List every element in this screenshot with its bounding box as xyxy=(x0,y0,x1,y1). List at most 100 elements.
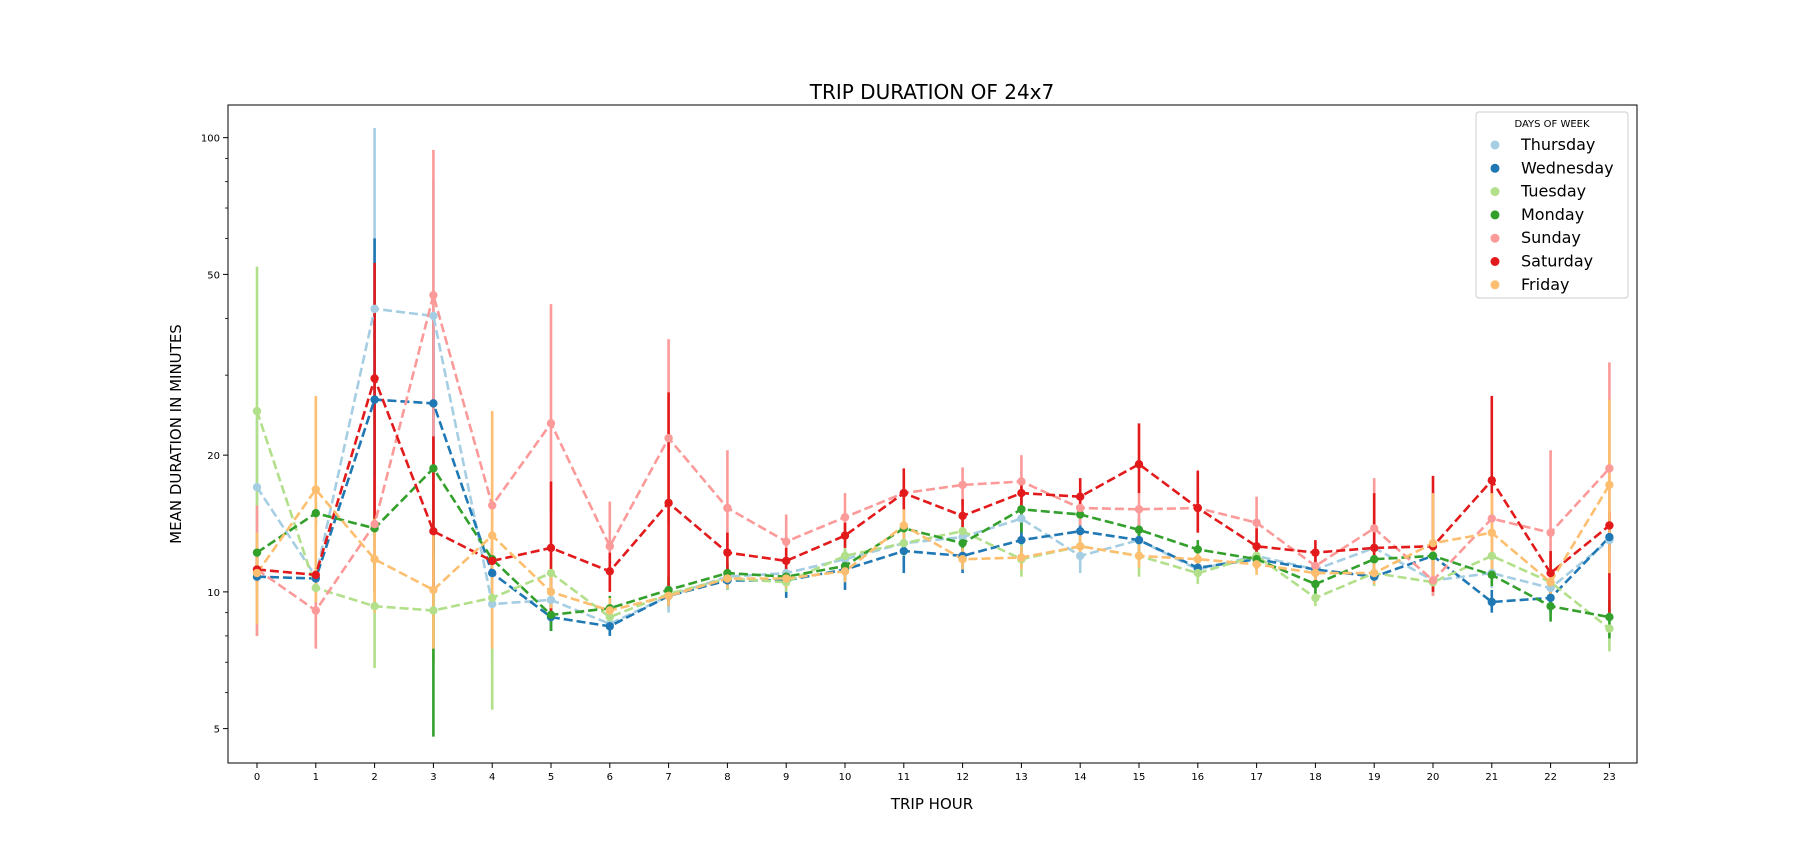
data-point-thursday xyxy=(252,482,262,492)
data-point-friday xyxy=(1193,555,1203,564)
data-point-wednesday xyxy=(488,568,497,578)
series-line-friday xyxy=(255,484,1611,612)
data-point-sunday xyxy=(1605,464,1614,473)
data-point-wednesday xyxy=(1076,527,1085,536)
data-point-wednesday xyxy=(1546,593,1555,603)
data-point-friday xyxy=(899,521,908,530)
data-point-friday xyxy=(782,574,791,583)
data-point-saturday xyxy=(546,543,556,553)
data-point-thursday xyxy=(546,595,556,605)
data-point-thursday xyxy=(958,532,967,542)
data-point-saturday xyxy=(840,531,850,540)
data-point-tuesday xyxy=(899,538,908,548)
data-point-sunday xyxy=(840,513,850,522)
series-line-sunday xyxy=(256,293,1611,612)
data-point-saturday xyxy=(1311,548,1320,557)
data-point-friday xyxy=(546,587,556,597)
data-point-tuesday xyxy=(370,601,379,611)
x-tick-label: 10 xyxy=(839,772,852,783)
x-tick-label: 11 xyxy=(897,772,910,783)
legend-frame xyxy=(1475,111,1629,299)
data-point-sunday xyxy=(1546,528,1555,537)
x-tick-label: 2 xyxy=(371,772,377,783)
data-point-saturday xyxy=(311,570,320,580)
data-point-monday xyxy=(1076,510,1085,519)
y-tick-label: 50 xyxy=(207,270,220,281)
x-tick-label: 21 xyxy=(1485,772,1498,783)
x-axis-label: TRIP HOUR xyxy=(890,795,973,813)
data-point-friday xyxy=(1134,551,1144,561)
data-point-sunday xyxy=(605,542,614,551)
x-tick-label: 9 xyxy=(783,772,789,783)
x-tick-label: 5 xyxy=(548,772,554,783)
data-point-monday xyxy=(958,538,967,548)
x-tick-label: 8 xyxy=(724,772,730,783)
legend-marker-sunday xyxy=(1490,233,1500,243)
data-point-saturday xyxy=(370,374,379,383)
data-point-thursday xyxy=(429,311,438,321)
data-point-friday xyxy=(1487,528,1497,537)
x-tick-label: 0 xyxy=(254,772,260,783)
x-axis-ticks: 0 1 2 3 4 5 6 7 8 9 10 11 12 13 14 15 16 17 18 19 20 21 22 23 xyxy=(254,763,1616,783)
legend-label-sunday: Sunday xyxy=(1521,228,1581,247)
data-point-tuesday xyxy=(1311,593,1320,603)
y-tick-label: 100 xyxy=(201,134,220,145)
series-line-thursday xyxy=(255,307,1611,626)
data-point-wednesday xyxy=(1487,597,1497,607)
legend-label-tuesday: Tuesday xyxy=(1520,182,1586,201)
data-point-monday xyxy=(1428,551,1438,561)
data-point-sunday xyxy=(1428,576,1438,585)
y-axis-label: MEAN DURATION IN MINUTES xyxy=(167,324,185,544)
data-point-friday xyxy=(1017,553,1026,562)
data-point-friday xyxy=(1428,538,1438,548)
x-tick-label: 23 xyxy=(1603,772,1616,783)
data-point-saturday xyxy=(664,498,673,508)
x-tick-label: 22 xyxy=(1544,772,1557,783)
data-point-sunday xyxy=(723,503,732,513)
data-point-friday xyxy=(1370,568,1379,578)
data-point-friday xyxy=(252,568,262,578)
legend-items: Thursday Wednesday Tuesday Monday Sunday Satu… xyxy=(1490,135,1614,294)
data-point-sunday xyxy=(311,606,320,615)
plot-frame xyxy=(227,104,1638,764)
data-point-sunday xyxy=(1076,503,1085,513)
data-point-friday xyxy=(958,555,967,564)
data-point-wednesday xyxy=(429,399,438,408)
data-point-thursday xyxy=(1017,514,1026,523)
data-point-sunday xyxy=(958,480,967,490)
y-tick-label: 5 xyxy=(214,725,220,736)
data-point-tuesday xyxy=(1193,568,1203,578)
data-point-friday xyxy=(311,485,320,494)
data-point-thursday xyxy=(1076,551,1085,561)
data-point-monday xyxy=(1017,505,1026,514)
x-tick-label: 15 xyxy=(1133,772,1146,783)
data-point-sunday xyxy=(1134,505,1144,514)
legend-marker-thursday xyxy=(1490,140,1500,150)
x-tick-label: 18 xyxy=(1309,772,1322,783)
data-point-saturday xyxy=(1017,488,1026,498)
data-point-tuesday xyxy=(958,527,967,536)
data-point-sunday xyxy=(1017,477,1026,486)
data-point-tuesday xyxy=(429,606,438,615)
data-point-wednesday xyxy=(1134,535,1144,545)
x-tick-label: 13 xyxy=(1015,772,1028,783)
legend-label-monday: Monday xyxy=(1521,205,1584,224)
y-axis-ticks: 5 10 20 50 100 xyxy=(201,134,228,736)
data-point-tuesday xyxy=(311,583,320,593)
x-tick-label: 12 xyxy=(956,772,969,783)
legend-title: DAYS OF WEEK xyxy=(1514,119,1590,130)
data-point-friday xyxy=(1605,480,1614,490)
data-point-monday xyxy=(429,464,438,473)
legend: DAYS OF WEEK Thursday Wednesday Tuesday Mon… xyxy=(1475,111,1629,299)
data-point-monday xyxy=(1370,555,1379,564)
data-point-saturday xyxy=(1370,543,1379,553)
data-point-sunday xyxy=(370,519,379,529)
data-point-monday xyxy=(1193,545,1203,554)
data-point-friday xyxy=(1546,578,1555,587)
data-point-friday xyxy=(370,555,379,564)
data-point-saturday xyxy=(605,567,614,576)
data-point-sunday xyxy=(429,290,438,300)
data-point-sunday xyxy=(546,419,556,428)
data-point-thursday xyxy=(488,599,497,609)
data-point-tuesday xyxy=(1605,624,1614,633)
